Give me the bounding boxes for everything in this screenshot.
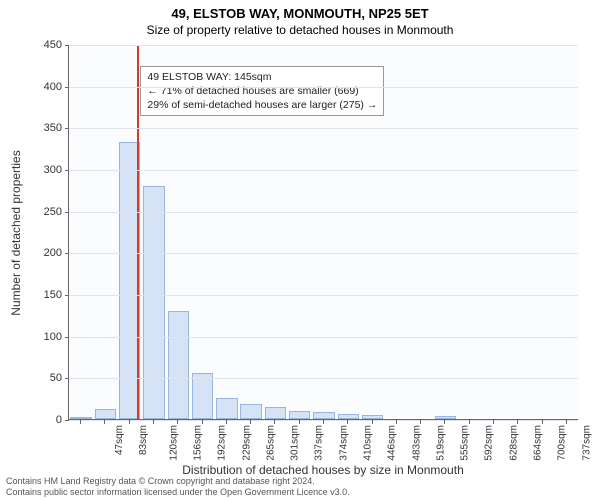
xtick-label: 192sqm <box>217 425 228 461</box>
ytick-mark <box>65 253 69 254</box>
xtick-mark <box>226 420 227 424</box>
xtick-label: 229sqm <box>241 425 252 461</box>
ytick-label: 200 <box>22 247 62 259</box>
ytick-mark <box>65 295 69 296</box>
annotation-line: 49 ELSTOB WAY: 145sqm <box>147 70 377 84</box>
ytick-mark <box>65 212 69 213</box>
page-subtitle: Size of property relative to detached ho… <box>0 21 600 37</box>
gridline <box>69 378 578 379</box>
histogram-bar <box>338 414 359 419</box>
xtick-label: 410sqm <box>363 425 374 461</box>
annotation-box: 49 ELSTOB WAY: 145sqm← 71% of detached h… <box>140 66 384 117</box>
ytick-mark <box>65 378 69 379</box>
gridline <box>69 87 578 88</box>
ytick-label: 300 <box>22 164 62 176</box>
histogram-bar <box>289 411 310 419</box>
histogram-bar <box>313 412 334 419</box>
ytick-mark <box>65 170 69 171</box>
xtick-mark <box>347 420 348 424</box>
xtick-mark <box>80 420 81 424</box>
histogram-bar <box>70 417 91 419</box>
histogram-bar <box>240 404 261 419</box>
gridline <box>69 170 578 171</box>
xtick-mark <box>299 420 300 424</box>
gridline <box>69 253 578 254</box>
annotation-line: 29% of semi-detached houses are larger (… <box>147 98 377 112</box>
xtick-mark <box>372 420 373 424</box>
xtick-mark <box>517 420 518 424</box>
y-axis-label: Number of detached properties <box>9 150 23 315</box>
reference-line <box>137 45 139 419</box>
xtick-mark <box>153 420 154 424</box>
gridline <box>69 45 578 46</box>
xtick-label: 446sqm <box>387 425 398 461</box>
gridline <box>69 295 578 296</box>
xtick-label: 628sqm <box>508 425 519 461</box>
footer-line-1: Contains HM Land Registry data © Crown c… <box>6 476 350 487</box>
ytick-label: 0 <box>22 414 62 426</box>
ytick-label: 100 <box>22 331 62 343</box>
xtick-label: 519sqm <box>435 425 446 461</box>
xtick-mark <box>250 420 251 424</box>
xtick-mark <box>420 420 421 424</box>
ytick-label: 150 <box>22 289 62 301</box>
xtick-mark <box>469 420 470 424</box>
histogram-bar <box>216 398 237 419</box>
xtick-label: 664sqm <box>533 425 544 461</box>
xtick-mark <box>202 420 203 424</box>
xtick-label: 374sqm <box>338 425 349 461</box>
ytick-label: 250 <box>22 206 62 218</box>
x-axis-label: Distribution of detached houses by size … <box>68 463 578 477</box>
xtick-mark <box>274 420 275 424</box>
xtick-mark <box>493 420 494 424</box>
xtick-label: 337sqm <box>314 425 325 461</box>
chart-container: 49, ELSTOB WAY, MONMOUTH, NP25 5ET Size … <box>0 0 600 500</box>
ytick-mark <box>65 45 69 46</box>
xtick-mark <box>323 420 324 424</box>
histogram-bar <box>435 416 456 419</box>
gridline <box>69 337 578 338</box>
footer-text: Contains HM Land Registry data © Crown c… <box>6 476 350 498</box>
xtick-label: 156sqm <box>193 425 204 461</box>
histogram-bar <box>168 311 189 419</box>
xtick-label: 83sqm <box>138 425 149 455</box>
ytick-mark <box>65 420 69 421</box>
histogram-bar <box>95 409 116 419</box>
xtick-label: 700sqm <box>557 425 568 461</box>
xtick-mark <box>104 420 105 424</box>
histogram-bar <box>362 415 383 419</box>
chart-area: 49 ELSTOB WAY: 145sqm← 71% of detached h… <box>68 45 578 420</box>
page-title: 49, ELSTOB WAY, MONMOUTH, NP25 5ET <box>0 0 600 21</box>
xtick-mark <box>177 420 178 424</box>
histogram-bar <box>265 407 286 419</box>
xtick-label: 592sqm <box>484 425 495 461</box>
xtick-mark <box>396 420 397 424</box>
gridline <box>69 128 578 129</box>
ytick-label: 450 <box>22 39 62 51</box>
xtick-label: 265sqm <box>265 425 276 461</box>
xtick-label: 737sqm <box>581 425 592 461</box>
ytick-label: 350 <box>22 122 62 134</box>
ytick-label: 400 <box>22 81 62 93</box>
xtick-label: 555sqm <box>460 425 471 461</box>
ytick-mark <box>65 128 69 129</box>
xtick-label: 47sqm <box>114 425 125 455</box>
histogram-bar <box>192 373 213 419</box>
xtick-label: 120sqm <box>168 425 179 461</box>
xtick-mark <box>542 420 543 424</box>
histogram-bar <box>143 186 164 419</box>
ytick-mark <box>65 337 69 338</box>
ytick-mark <box>65 87 69 88</box>
xtick-mark <box>129 420 130 424</box>
xtick-label: 301sqm <box>290 425 301 461</box>
footer-line-2: Contains public sector information licen… <box>6 487 350 498</box>
gridline <box>69 212 578 213</box>
plot-region: 49 ELSTOB WAY: 145sqm← 71% of detached h… <box>68 45 578 420</box>
xtick-mark <box>566 420 567 424</box>
xtick-label: 483sqm <box>411 425 422 461</box>
xtick-mark <box>444 420 445 424</box>
ytick-label: 50 <box>22 372 62 384</box>
